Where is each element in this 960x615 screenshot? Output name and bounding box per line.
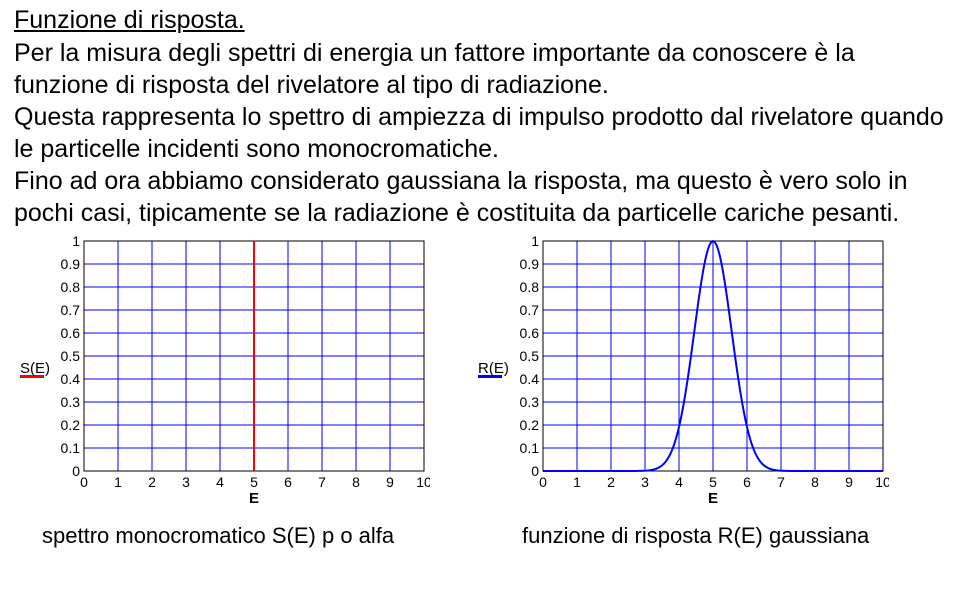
caption-left: spettro monocromatico S(E) p o alfa (42, 523, 482, 549)
caption-right: funzione di risposta R(E) gaussiana (482, 523, 869, 549)
svg-text:0.8: 0.8 (61, 279, 81, 295)
paragraph-1: Per la misura degli spettri di energia u… (14, 37, 946, 101)
svg-text:0.2: 0.2 (519, 417, 539, 433)
svg-text:1: 1 (72, 233, 80, 249)
svg-text:1: 1 (573, 474, 581, 490)
svg-text:5: 5 (709, 474, 717, 490)
svg-text:0: 0 (531, 463, 539, 479)
chart-right-ylabel: R(E) (478, 360, 509, 377)
svg-text:0.6: 0.6 (519, 325, 539, 341)
chart-right: R(E) 01234567891000.10.20.30.40.50.60.70… (478, 233, 889, 505)
svg-text:0: 0 (80, 474, 88, 490)
svg-text:0.9: 0.9 (61, 256, 81, 272)
chart-right-svg: 0 1 2 3 4 5 6 7 8 9 10 0 0.1 0.2 0.3 0.4 0.5 0.6 0.7 0.8 0.9… (511, 233, 889, 505)
svg-text:0.5: 0.5 (519, 348, 539, 364)
chart-left-ylabel: S(E) (20, 360, 50, 377)
svg-text:1: 1 (114, 474, 122, 490)
svg-text:3: 3 (182, 474, 190, 490)
svg-text:10: 10 (875, 474, 889, 490)
chart-left: S(E) 01234567891000.10.20.30.40.50.60.70… (20, 233, 430, 505)
chart-left-svg: 0 1 2 3 4 5 6 7 8 9 10 0 0.1 0.2 0.3 0.4 0.5 0.6 0.7 0.8 0.9… (52, 233, 430, 505)
svg-text:10: 10 (416, 474, 430, 490)
svg-text:E: E (708, 490, 718, 505)
svg-text:E: E (249, 490, 259, 505)
svg-text:2: 2 (148, 474, 156, 490)
svg-text:0: 0 (539, 474, 547, 490)
svg-text:0.7: 0.7 (519, 302, 539, 318)
svg-text:4: 4 (216, 474, 224, 490)
svg-text:1: 1 (531, 233, 539, 249)
svg-text:3: 3 (641, 474, 649, 490)
svg-text:0.6: 0.6 (61, 325, 81, 341)
svg-text:8: 8 (352, 474, 360, 490)
svg-text:0.4: 0.4 (519, 371, 539, 387)
paragraph-2: Questa rappresenta lo spettro di ampiezz… (14, 101, 946, 165)
svg-text:0.2: 0.2 (61, 417, 81, 433)
svg-text:6: 6 (743, 474, 751, 490)
svg-text:0.5: 0.5 (61, 348, 81, 364)
svg-text:0.7: 0.7 (61, 302, 81, 318)
svg-text:0.3: 0.3 (61, 394, 81, 410)
svg-text:4: 4 (675, 474, 683, 490)
svg-text:0.1: 0.1 (519, 440, 539, 456)
svg-text:9: 9 (386, 474, 394, 490)
svg-text:0.1: 0.1 (61, 440, 81, 456)
svg-text:8: 8 (811, 474, 819, 490)
svg-text:0: 0 (72, 463, 80, 479)
page-title: Funzione di risposta. (14, 6, 946, 35)
svg-text:2: 2 (607, 474, 615, 490)
svg-text:7: 7 (318, 474, 326, 490)
svg-text:6: 6 (284, 474, 292, 490)
svg-text:9: 9 (845, 474, 853, 490)
svg-text:0.4: 0.4 (61, 371, 81, 387)
svg-text:0.3: 0.3 (519, 394, 539, 410)
svg-text:0.8: 0.8 (519, 279, 539, 295)
svg-text:0.9: 0.9 (519, 256, 539, 272)
svg-text:5: 5 (250, 474, 258, 490)
paragraph-3: Fino ad ora abbiamo considerato gaussian… (14, 165, 946, 229)
svg-text:7: 7 (777, 474, 785, 490)
